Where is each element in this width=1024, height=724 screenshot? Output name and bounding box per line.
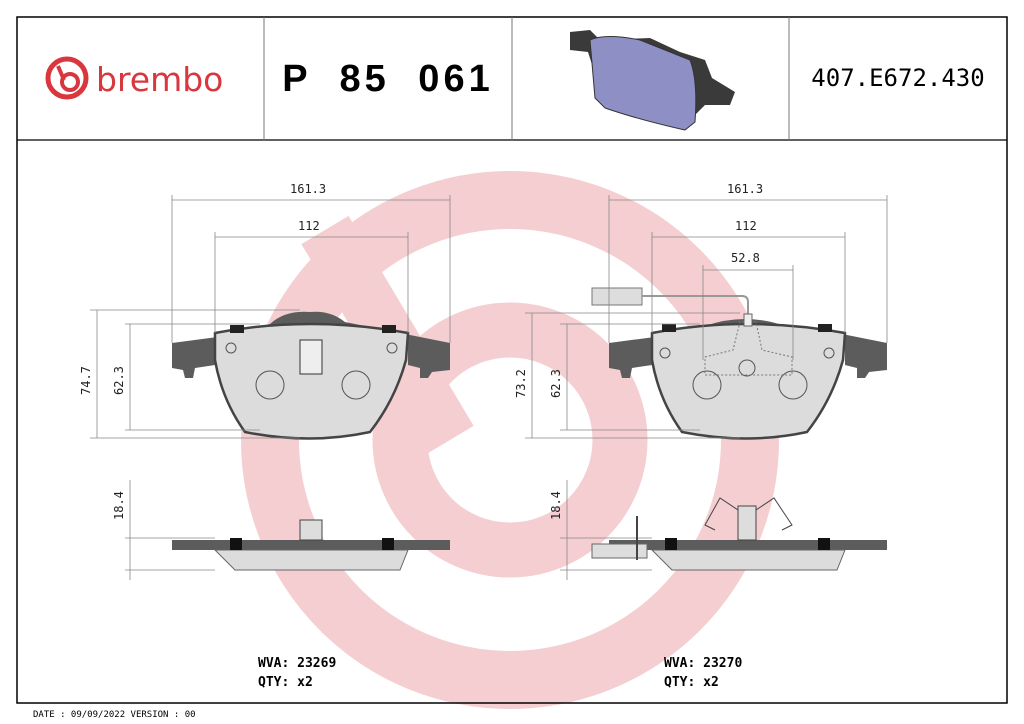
- right-dim-overall-height: 73.2: [514, 369, 528, 398]
- frame: [16, 16, 1008, 704]
- left-dim-inner-width: 112: [298, 219, 320, 233]
- wva-label: WVA:: [664, 656, 696, 671]
- right-wva: WVA: 23270: [664, 656, 742, 671]
- left-wva: WVA: 23269: [258, 656, 336, 671]
- right-dim-lining-height: 62.3: [549, 369, 563, 398]
- brembo-watermark: [241, 171, 779, 709]
- right-dim-overall-width: 161.3: [727, 182, 763, 196]
- left-pad-dimensions: [90, 195, 451, 580]
- reference-code: 407.E672.430: [811, 64, 985, 92]
- right-qty: QTY: x2: [664, 675, 719, 690]
- qty-label: QTY:: [258, 675, 290, 690]
- right-dim-thickness: 18.4: [549, 491, 563, 520]
- brembo-logo: brembo: [45, 56, 223, 100]
- qty-label: QTY:: [664, 675, 696, 690]
- wear-sensor: [591, 287, 753, 327]
- left-pad-side-view: [172, 519, 450, 571]
- wva-value: 23270: [703, 656, 743, 671]
- footer-date-version: DATE : 09/09/2022 VERSION : 00: [33, 710, 196, 720]
- left-pad-front-view: [172, 311, 450, 440]
- wva-label: WVA:: [258, 656, 290, 671]
- right-dim-inner-width: 112: [735, 219, 757, 233]
- left-dim-thickness: 18.4: [112, 491, 126, 520]
- left-dim-overall-width: 161.3: [290, 182, 326, 196]
- left-qty: QTY: x2: [258, 675, 313, 690]
- part-number: P 85 061: [282, 58, 494, 100]
- right-pad-dimensions: [525, 195, 888, 580]
- brand-wordmark: brembo: [96, 60, 223, 99]
- left-dim-lining-height: 62.3: [112, 366, 126, 395]
- qty-value: x2: [703, 675, 719, 690]
- wva-value: 23269: [297, 656, 337, 671]
- right-pad-side-view: [591, 497, 887, 571]
- qty-value: x2: [297, 675, 313, 690]
- left-dim-overall-height: 74.7: [79, 366, 93, 395]
- right-dim-sensor-spacing: 52.8: [731, 251, 760, 265]
- right-pad-front-view: [609, 319, 887, 440]
- pad-thumbnail: [570, 30, 735, 131]
